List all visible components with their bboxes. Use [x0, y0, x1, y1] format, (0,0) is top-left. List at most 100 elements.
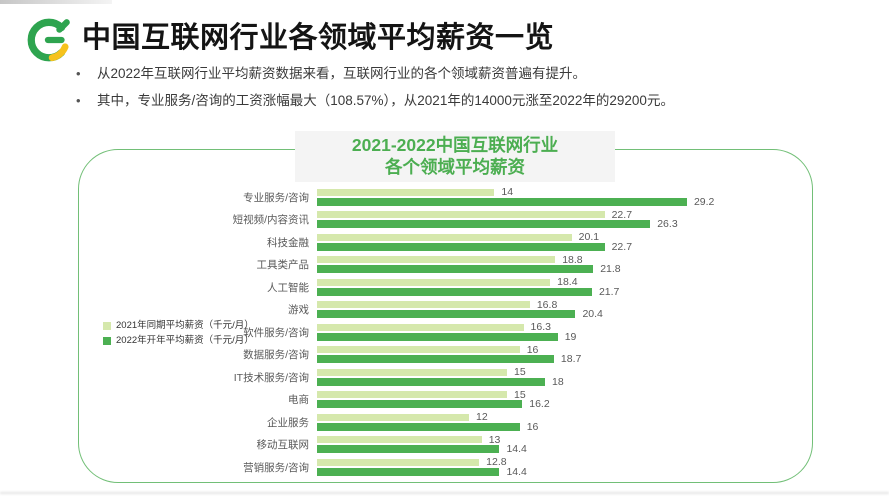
barline-2021: 18.8 — [317, 253, 805, 266]
chart-rows: 专业服务/咨询 14 29.2 短视频/内容资讯 22.7 26.3 — [79, 186, 805, 479]
value-label-2022: 18 — [552, 375, 564, 388]
bar-2021 — [317, 458, 480, 466]
bullet-item: • 从2022年互联网行业平均薪资数据来看，互联网行业的各个领域薪资普遍有提升。 — [76, 60, 866, 87]
bar-2021 — [317, 436, 482, 444]
barline-2021: 12 — [317, 411, 805, 424]
value-label-2022: 18.7 — [560, 353, 582, 366]
category-label: IT技术服务/咨询 — [233, 371, 309, 384]
bar-2022 — [317, 422, 520, 431]
category-label: 专业服务/咨询 — [243, 191, 309, 204]
bar-group: 13 14.4 — [317, 433, 805, 456]
barline-2022: 18 — [317, 375, 805, 388]
chart-title-line1: 2021-2022中国互联网行业 — [351, 135, 559, 155]
value-label-2022: 14.4 — [506, 465, 527, 478]
bar-2021 — [317, 278, 551, 286]
chart-row: 游戏 16.8 20.4 — [79, 299, 805, 322]
category-label: 人工智能 — [267, 281, 309, 294]
logo-icon — [27, 18, 70, 62]
category-label: 营销服务/咨询 — [243, 461, 309, 474]
value-label-2021: 15 — [514, 366, 526, 379]
value-label-2021: 18.8 — [562, 253, 583, 266]
value-label-2021: 12.8 — [486, 456, 507, 469]
legend-item-2022: 2022年开年平均薪资（千元/月） — [103, 333, 254, 348]
value-label-2022: 22.7 — [611, 240, 633, 253]
barline-2022: 26.3 — [317, 219, 805, 230]
category-label: 电商 — [288, 394, 309, 407]
chart-title: 2021-2022中国互联网行业 各个领域平均薪资 — [295, 131, 615, 182]
value-label-2022: 16.2 — [529, 398, 550, 411]
value-label-2021: 15 — [514, 388, 526, 401]
value-label-2021: 22.7 — [611, 208, 633, 221]
barline-2021: 13 — [317, 433, 805, 446]
value-label-2022: 21.7 — [598, 285, 620, 298]
barline-2021: 22.7 — [317, 208, 805, 221]
chart-row: 软件服务/咨询 16.3 19 — [79, 321, 805, 344]
bar-2021 — [317, 368, 508, 376]
chart-row: 企业服务 12 16 — [79, 411, 805, 434]
barline-2022: 19 — [317, 332, 805, 342]
bar-group: 14 29.2 — [317, 186, 805, 208]
bar-2022 — [317, 377, 546, 386]
value-label-2022: 20.4 — [582, 308, 603, 321]
bullet-text: 其中，专业服务/咨询的工资涨幅最大（108.57%），从2021年的14000元… — [97, 93, 674, 108]
value-label-2021: 16.8 — [536, 298, 558, 311]
bar-2022 — [317, 242, 605, 251]
bullet-marker-icon: • — [76, 66, 81, 81]
bar-2022 — [317, 332, 558, 341]
barline-2022: 14.4 — [317, 465, 805, 478]
category-label: 移动互联网 — [256, 439, 310, 452]
barline-2022: 16 — [317, 420, 805, 433]
bar-group: 15 16.2 — [317, 388, 805, 411]
chart-legend: 2021年同期平均薪资（千元/月） 2022年开年平均薪资（千元/月） — [103, 318, 254, 348]
legend-item-2021: 2021年同期平均薪资（千元/月） — [103, 318, 254, 333]
bar-2022 — [317, 467, 500, 476]
top-edge-artifact — [0, 0, 112, 4]
bar-group: 22.7 26.3 — [317, 208, 805, 230]
value-label-2021: 14 — [501, 186, 514, 199]
bar-2022 — [317, 287, 592, 296]
value-label-2022: 16 — [526, 420, 539, 433]
value-label-2021: 18.4 — [557, 276, 578, 289]
bar-group: 20.1 22.7 — [317, 232, 805, 253]
value-label-2022: 21.8 — [600, 263, 621, 276]
value-label-2022: 29.2 — [693, 195, 715, 208]
bar-2021 — [317, 391, 508, 399]
category-label: 工具类产品 — [256, 259, 310, 272]
barline-2022: 21.8 — [317, 263, 805, 276]
chart-row: 人工智能 18.4 21.7 — [79, 276, 805, 299]
bar-group: 16.3 19 — [317, 322, 805, 342]
chart-row: 专业服务/咨询 14 29.2 — [79, 186, 805, 209]
barline-2022: 22.7 — [317, 240, 805, 253]
bar-group: 18.4 21.7 — [317, 276, 805, 298]
category-label: 软件服务/咨询 — [243, 326, 309, 339]
bar-group: 12.8 14.4 — [317, 456, 805, 478]
bar-group: 16 18.7 — [317, 343, 805, 366]
bullet-item: • 其中，专业服务/咨询的工资涨幅最大（108.57%），从2021年的1400… — [76, 87, 866, 114]
bar-group: 18.8 21.8 — [317, 253, 805, 276]
chart-row: 移动互联网 13 14.4 — [79, 434, 805, 457]
category-label: 短视频/内容资讯 — [232, 214, 309, 227]
bar-2022 — [317, 310, 576, 319]
category-label: 企业服务 — [267, 416, 309, 429]
barline-2022: 21.7 — [317, 285, 805, 298]
summary-bullets: • 从2022年互联网行业平均薪资数据来看，互联网行业的各个领域薪资普遍有提升。… — [76, 60, 866, 114]
legend-swatch-2022-icon — [103, 336, 111, 345]
barline-2022: 18.7 — [317, 353, 805, 366]
value-label-2021: 12 — [476, 411, 488, 424]
value-label-2021: 16 — [526, 343, 539, 356]
bar-2021 — [317, 211, 605, 219]
barline-2022: 29.2 — [317, 195, 805, 208]
value-label-2021: 13 — [488, 433, 501, 446]
bar-2021 — [317, 323, 524, 331]
value-label-2022: 14.4 — [506, 443, 527, 456]
legend-swatch-2021-icon — [103, 321, 111, 330]
barline-2021: 20.1 — [317, 232, 805, 243]
barline-2022: 20.4 — [317, 308, 805, 321]
bar-2021 — [317, 301, 530, 309]
bar-2021 — [317, 188, 495, 196]
bottom-edge-artifact — [0, 492, 889, 494]
barline-2022: 16.2 — [317, 398, 805, 411]
chart-title-line2: 各个领域平均薪资 — [385, 157, 525, 177]
category-label: 数据服务/咨询 — [243, 349, 309, 362]
barline-2021: 16.3 — [317, 322, 805, 333]
